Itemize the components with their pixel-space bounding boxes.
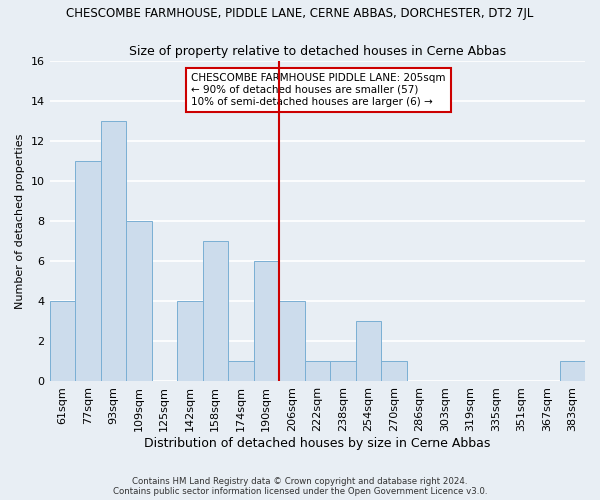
Text: Contains HM Land Registry data © Crown copyright and database right 2024.
Contai: Contains HM Land Registry data © Crown c… (113, 476, 487, 496)
Bar (50, 301, 75, 382)
Bar (126, 221, 152, 382)
Bar (254, 261, 279, 382)
Bar (203, 241, 228, 382)
Bar (356, 322, 381, 382)
Title: Size of property relative to detached houses in Cerne Abbas: Size of property relative to detached ho… (129, 45, 506, 58)
Bar (381, 362, 407, 382)
Bar (101, 120, 126, 382)
Bar (560, 362, 585, 382)
Bar (75, 161, 101, 382)
Bar (305, 362, 330, 382)
Bar (330, 362, 356, 382)
X-axis label: Distribution of detached houses by size in Cerne Abbas: Distribution of detached houses by size … (144, 437, 490, 450)
Bar (228, 362, 254, 382)
Y-axis label: Number of detached properties: Number of detached properties (15, 134, 25, 308)
Text: CHESCOMBE FARMHOUSE PIDDLE LANE: 205sqm
← 90% of detached houses are smaller (57: CHESCOMBE FARMHOUSE PIDDLE LANE: 205sqm … (191, 74, 446, 106)
Bar (279, 301, 305, 382)
Bar (177, 301, 203, 382)
Text: CHESCOMBE FARMHOUSE, PIDDLE LANE, CERNE ABBAS, DORCHESTER, DT2 7JL: CHESCOMBE FARMHOUSE, PIDDLE LANE, CERNE … (67, 8, 533, 20)
